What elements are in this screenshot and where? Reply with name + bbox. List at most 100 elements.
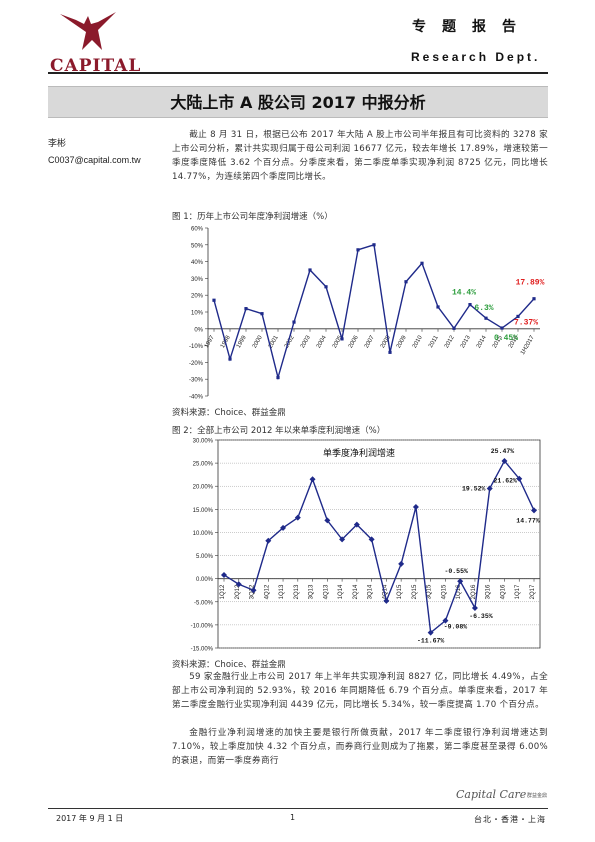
paragraph-3: 金融行业净利润增速的加快主要是银行所做贡献，2017 年二季度银行净利润增速达到…: [172, 728, 548, 766]
logo-text: CAPITAL: [50, 56, 142, 76]
y-tick-label: 10.00%: [193, 531, 214, 537]
data-point: [308, 268, 312, 272]
data-point: [221, 571, 227, 578]
data-point: [339, 536, 346, 543]
data-point: [486, 485, 493, 492]
data-point: [324, 517, 331, 524]
x-tick-label: 2Q17: [530, 584, 536, 599]
x-tick-label: 2009: [396, 334, 408, 349]
y-tick-label: 25.00%: [193, 462, 214, 468]
chart-title: 单季度净利润增速: [323, 447, 395, 459]
y-tick-label: 15.00%: [193, 508, 214, 514]
page-number: 1: [290, 813, 296, 822]
data-point: [250, 587, 257, 594]
data-point: [398, 560, 405, 567]
report-title: 大陆上市 A 股公司 2017 中报分析: [48, 86, 548, 118]
figure1-source: 资料来源：Choice、群益金鼎: [172, 408, 286, 418]
y-tick-label: 0.00%: [196, 577, 214, 583]
data-label: 14.4%: [452, 289, 476, 298]
x-tick-label: 1Q17: [515, 584, 521, 599]
department-label: Research Dept.: [411, 50, 541, 64]
figure2-source: 资料来源：Choice、群益金鼎: [172, 660, 286, 670]
y-tick-label: 40%: [191, 260, 204, 266]
x-tick-label: 1Q12: [220, 584, 226, 599]
footer-logo: Capital Care: [456, 788, 527, 801]
data-point: [276, 375, 280, 380]
y-tick-label: -30%: [189, 378, 204, 384]
figure2-caption: 图 2：全部上市公司 2012 年以来单季度利润增速（%）: [172, 426, 386, 436]
x-tick-label: 1Q14: [338, 584, 344, 599]
x-tick-label: 2008: [380, 334, 392, 349]
company-logo: CAPITAL: [48, 10, 148, 76]
y-tick-label: 50%: [191, 243, 204, 249]
data-point: [436, 305, 440, 309]
data-label: -11.67%: [417, 638, 444, 645]
data-point: [228, 357, 232, 361]
x-tick-label: 1Q15: [397, 584, 403, 599]
quarterly-profit-growth-chart: 30.00% 25.00% 20.00% 15.00% 10.00% 5.00% 0.00%…: [191, 439, 541, 653]
data-point: [309, 476, 316, 483]
data-point: [427, 629, 434, 636]
report-type: 专题报告: [412, 19, 532, 35]
y-tick-label: -10%: [189, 344, 204, 350]
figure1-caption: 图 1：历年上市公司年度净利润增速（%）: [172, 212, 333, 222]
annual-profit-growth-chart: 60% 50% 40% 30% 20% 10% 0% -10% -20% -30% -40% 1997…: [189, 227, 545, 401]
x-tick-label: 2012: [444, 334, 456, 349]
y-tick-label: -20%: [189, 361, 204, 367]
eagle-logo-icon: [60, 12, 116, 50]
x-tick-label: 4Q13: [323, 584, 329, 599]
paragraph-1: 截止 8 月 31 日，根据已公布 2017 年大陆 A 股上市公司半年报且有可…: [172, 130, 548, 182]
data-point: [457, 578, 464, 585]
data-point: [368, 536, 375, 543]
paragraph-2: 59 家金融行业上市公司 2017 年上半年共实现净利润 8827 亿，同比增长…: [172, 672, 548, 710]
data-point: [260, 312, 264, 316]
y-tick-label: 20%: [191, 294, 204, 300]
author-email[interactable]: C0037@capital.com.tw: [48, 155, 141, 165]
data-point: [353, 521, 360, 528]
data-point: [531, 507, 537, 514]
data-label: 19.52%: [462, 485, 486, 492]
y-tick-label: -10.00%: [191, 623, 214, 629]
data-point: [516, 475, 523, 482]
data-point: [500, 326, 504, 330]
x-tick-label: 2004: [316, 334, 328, 349]
x-tick-label: 2Q14: [353, 584, 359, 599]
data-point: [532, 297, 536, 301]
data-point: [484, 316, 488, 320]
footer-date: 2017 年 9 月 1 日: [56, 814, 124, 823]
data-point: [388, 350, 392, 354]
data-label: 0.45%: [494, 334, 518, 343]
x-tick-label: 3Q14: [368, 584, 374, 599]
data-point: [294, 514, 301, 521]
y-tick-label: 0%: [194, 327, 203, 333]
footer-divider: [48, 808, 548, 809]
data-point: [244, 307, 248, 311]
x-tick-label: 2Q15: [412, 584, 418, 599]
data-label: -0.55%: [444, 568, 468, 575]
x-tick-label: 4Q16: [500, 584, 506, 599]
author-name: 李彬: [48, 139, 67, 149]
y-tick-label: 30.00%: [193, 439, 214, 445]
footer-cities: 台北・香港・上海: [474, 815, 546, 824]
data-label: 17.89%: [516, 279, 545, 288]
x-tick-label: 2Q13: [294, 584, 300, 599]
data-point: [340, 337, 344, 341]
y-tick-label: -40%: [189, 395, 204, 401]
y-tick-label: 30%: [191, 277, 204, 283]
data-label: 21.62%: [494, 478, 518, 485]
x-tick-label: 1H2017: [520, 334, 536, 356]
data-point: [280, 524, 287, 531]
data-point: [442, 617, 449, 624]
x-tick-label: 3Q13: [309, 584, 315, 599]
data-point: [372, 243, 376, 247]
x-tick-label: 1Q16: [456, 584, 462, 599]
x-tick-label: 2Q16: [471, 584, 477, 599]
data-point: [471, 605, 478, 612]
data-point: [452, 326, 456, 330]
x-tick-label: 1Q13: [279, 584, 285, 599]
data-label: 14.77%: [516, 517, 540, 524]
x-tick-label: 1997: [204, 334, 216, 349]
data-point: [324, 285, 328, 289]
data-point: [235, 581, 242, 588]
x-tick-label: 2011: [428, 334, 440, 349]
